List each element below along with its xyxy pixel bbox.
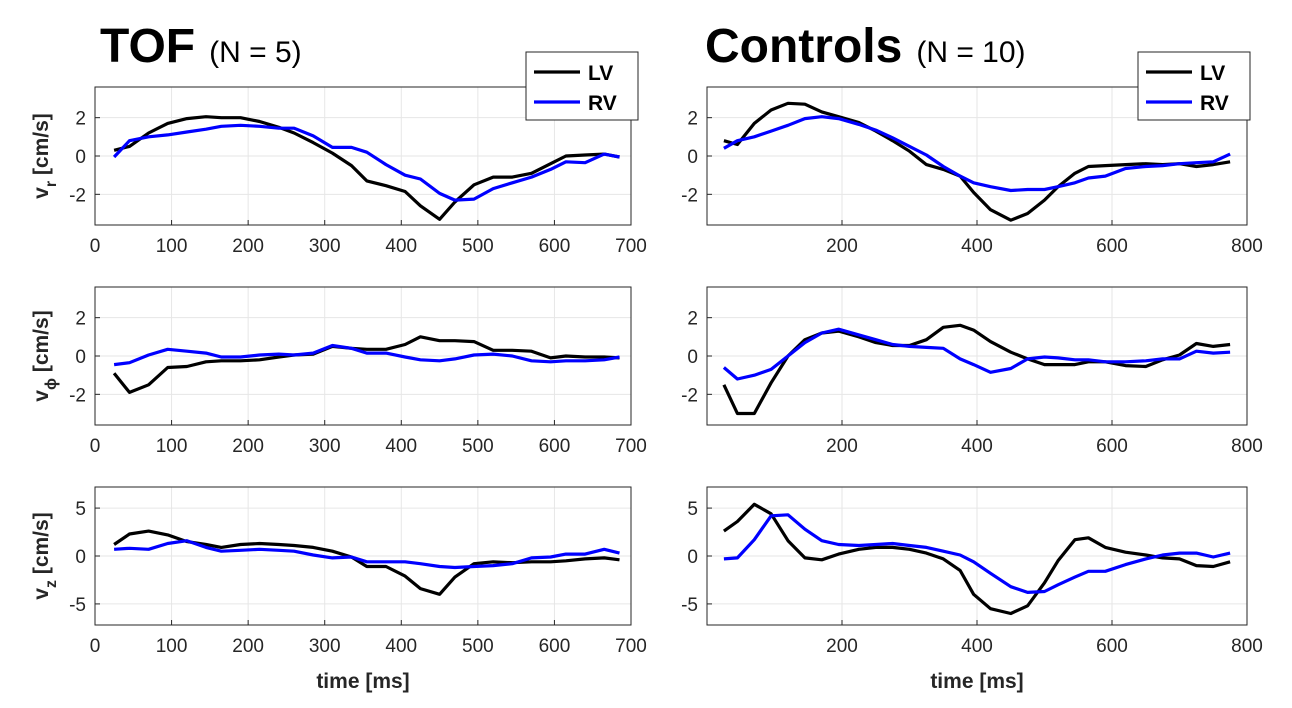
legend-label-rv: RV xyxy=(588,92,617,115)
x-tick-label: 0 xyxy=(90,436,101,457)
chart-title: TOF xyxy=(100,20,195,73)
series-line-rv xyxy=(113,343,620,367)
x-tick-label: 600 xyxy=(539,436,571,457)
x-tick-label: 0 xyxy=(90,636,101,657)
x-tick-label: 400 xyxy=(961,636,993,657)
series-line-lv xyxy=(723,101,1231,222)
y-tick-label: -2 xyxy=(681,185,698,206)
x-tick-label: 200 xyxy=(232,436,264,457)
x-axis-label: time [ms] xyxy=(316,670,409,693)
x-tick-label: 400 xyxy=(961,236,993,257)
x-tick-label: 300 xyxy=(309,436,341,457)
x-tick-label: 100 xyxy=(156,636,188,657)
y-tick-label: -5 xyxy=(69,595,86,616)
legend-label-lv: LV xyxy=(588,62,613,85)
series-line-rv xyxy=(723,513,1231,595)
y-axis-label: vz [cm/s] xyxy=(30,512,60,599)
y-tick-label: 2 xyxy=(75,109,86,130)
x-tick-label: 500 xyxy=(462,636,494,657)
x-tick-label: 400 xyxy=(385,236,417,257)
x-tick-label: 500 xyxy=(462,236,494,257)
x-tick-label: 300 xyxy=(309,236,341,257)
x-tick-label: 600 xyxy=(539,236,571,257)
x-tick-label: 200 xyxy=(232,636,264,657)
y-tick-label: 0 xyxy=(75,347,86,368)
x-tick-label: 600 xyxy=(1096,436,1128,457)
chart-subtitle: (N = 5) xyxy=(209,36,302,69)
x-tick-label: 100 xyxy=(156,436,188,457)
x-tick-label: 800 xyxy=(1231,436,1263,457)
x-tick-label: 200 xyxy=(826,636,858,657)
chart-title: Controls xyxy=(705,20,902,73)
y-tick-label: 2 xyxy=(687,109,698,130)
x-tick-label: 400 xyxy=(385,636,417,657)
x-tick-label: 600 xyxy=(539,636,571,657)
y-axis-label: vϕ [cm/s] xyxy=(30,310,60,401)
x-tick-label: 600 xyxy=(1096,636,1128,657)
x-tick-label: 500 xyxy=(462,436,494,457)
panel-controls-vr: 200 400 600 800 -2 0 2 Controls (N = 10) LV RV xyxy=(681,20,1263,257)
x-tick-label: 800 xyxy=(1231,636,1263,657)
legend: LV RV xyxy=(525,51,639,121)
y-tick-label: 5 xyxy=(687,499,698,520)
y-tick-label: -2 xyxy=(69,385,86,406)
y-tick-label: 2 xyxy=(75,309,86,330)
series-line-rv xyxy=(112,123,620,202)
y-tick-label: 0 xyxy=(75,547,86,568)
series-line-lv xyxy=(113,115,620,221)
y-tick-label: 2 xyxy=(687,309,698,330)
legend-label-lv: LV xyxy=(1200,62,1225,85)
legend-box xyxy=(525,51,639,121)
y-tick-label: -5 xyxy=(681,595,698,616)
x-tick-label: 200 xyxy=(826,436,858,457)
x-tick-label: 700 xyxy=(615,236,647,257)
series-line-lv xyxy=(722,323,1231,416)
panel-tof-vr: 0 100 200 300 400 500 600 700 -2 0 2 vr [cm/s] TOF (N… xyxy=(30,20,647,257)
legend-label-rv: RV xyxy=(1200,92,1229,115)
panel-tof-vphi: 0 100 200 300 400 500 600 700 -2 0 2 vϕ [cm/s] xyxy=(30,286,647,457)
y-tick-label: 0 xyxy=(687,347,698,368)
panel-controls-vphi: 200 400 600 800 -2 0 2 xyxy=(681,286,1263,457)
y-tick-label: -2 xyxy=(69,185,86,206)
x-tick-label: 200 xyxy=(826,236,858,257)
x-tick-label: 700 xyxy=(615,636,647,657)
y-tick-label: 0 xyxy=(687,147,698,168)
x-tick-label: 100 xyxy=(156,236,188,257)
series-line-rv xyxy=(723,115,1231,193)
x-tick-label: 700 xyxy=(615,436,647,457)
series-line-lv xyxy=(112,335,620,394)
x-tick-label: 200 xyxy=(232,236,264,257)
panel-controls-vz: 200 400 600 800 -5 0 5 time [ms] xyxy=(681,486,1263,693)
x-axis-label: time [ms] xyxy=(930,670,1023,693)
series-line-rv xyxy=(113,539,620,570)
x-tick-label: 400 xyxy=(961,436,993,457)
series-line-rv xyxy=(722,327,1231,381)
y-tick-label: 5 xyxy=(75,499,86,520)
series-line-lv xyxy=(722,502,1231,616)
y-tick-label: -2 xyxy=(681,385,698,406)
x-tick-label: 0 xyxy=(90,236,101,257)
legend: LV RV xyxy=(1137,51,1251,121)
y-axis-label: vr [cm/s] xyxy=(30,113,60,199)
chart-subtitle: (N = 10) xyxy=(916,36,1025,69)
x-tick-label: 600 xyxy=(1096,236,1128,257)
y-tick-label: 0 xyxy=(687,547,698,568)
x-tick-label: 800 xyxy=(1231,236,1263,257)
y-tick-label: 0 xyxy=(75,147,86,168)
legend-box xyxy=(1137,51,1251,121)
x-tick-label: 400 xyxy=(385,436,417,457)
x-tick-label: 300 xyxy=(309,636,341,657)
